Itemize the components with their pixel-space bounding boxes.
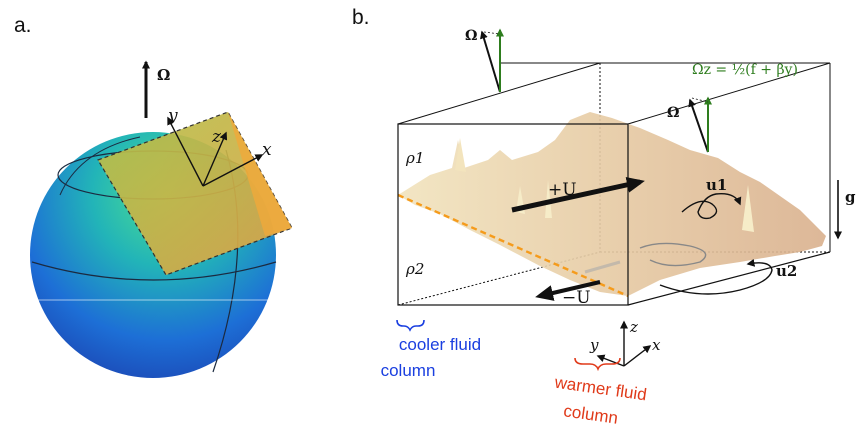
box-front-face (397, 123, 629, 306)
axis-x-label: x (262, 140, 272, 160)
box-bottom-right-edge (627, 251, 831, 306)
axis-z-label-b: z (629, 318, 638, 336)
equator-line (31, 261, 277, 281)
axis-x-arrow (202, 154, 264, 187)
omega-top-projection (483, 31, 501, 35)
omega-top-label: Ω (465, 28, 477, 44)
eddy-sketch-lower (639, 242, 707, 267)
axis-x-label-b: x (652, 336, 661, 354)
box-bottom-back-left (397, 251, 601, 306)
panel-b: Ω Ω Ωz = ½(f + βy) ρ1 ρ2 +U −U u1 u2 g z… (381, 28, 856, 428)
warmer-label-line2: column (562, 401, 619, 427)
u1-swirl (681, 193, 742, 220)
omega-mid-projection (691, 97, 709, 103)
cooler-label-line2: column (381, 361, 436, 380)
plane-overhang (228, 112, 292, 236)
surface-spike-2 (742, 185, 754, 232)
panel-a-label: a. (14, 14, 32, 37)
minus-u-arrow (535, 280, 601, 301)
omega-top-arrow (480, 30, 501, 93)
omega-mid-arrow (688, 98, 709, 153)
axis-z-arrow (202, 131, 228, 187)
axis-y-label-b: y (589, 336, 599, 354)
plus-u-label: +U (548, 180, 577, 200)
panel-a: Ω y z x (30, 60, 293, 378)
axis-y-arrow (167, 116, 204, 187)
axis-x-arrow-b (623, 345, 652, 367)
eddy-sketch-ribbon (584, 260, 621, 274)
u2-label: u2 (776, 262, 797, 280)
cooler-label-line1: cooler fluid (399, 335, 481, 354)
panel-b-label: b. (352, 6, 370, 29)
meridian-line-2 (59, 136, 141, 196)
gravity-label: g (845, 188, 856, 206)
minus-u-label: −U (562, 288, 591, 308)
axis-y-label: y (167, 106, 178, 126)
omega-label: Ω (157, 66, 170, 84)
plus-u-arrow (511, 176, 645, 213)
rho1-label: ρ1 (405, 149, 424, 167)
interface-front-edge (397, 193, 629, 298)
cooler-brace (396, 319, 425, 332)
surface-spike-1 (545, 180, 552, 218)
interface-surface (398, 112, 826, 296)
axis-y-arrow-b (596, 354, 625, 367)
axis-z-label: z (211, 127, 222, 147)
box-top-left-edge (397, 62, 601, 125)
omega-mid-label: Ω (667, 105, 679, 121)
warmer-label-line1: warmer fluid (553, 373, 648, 405)
rho2-label: ρ2 (405, 260, 424, 278)
u2-swirl (659, 258, 773, 295)
omega-z-formula: Ωz = ½(f + βy) (692, 62, 798, 78)
warmer-brace (574, 357, 621, 372)
surface-spike-4 (455, 138, 466, 172)
u1-label: u1 (706, 176, 727, 194)
box-top-right-edge (627, 62, 831, 125)
